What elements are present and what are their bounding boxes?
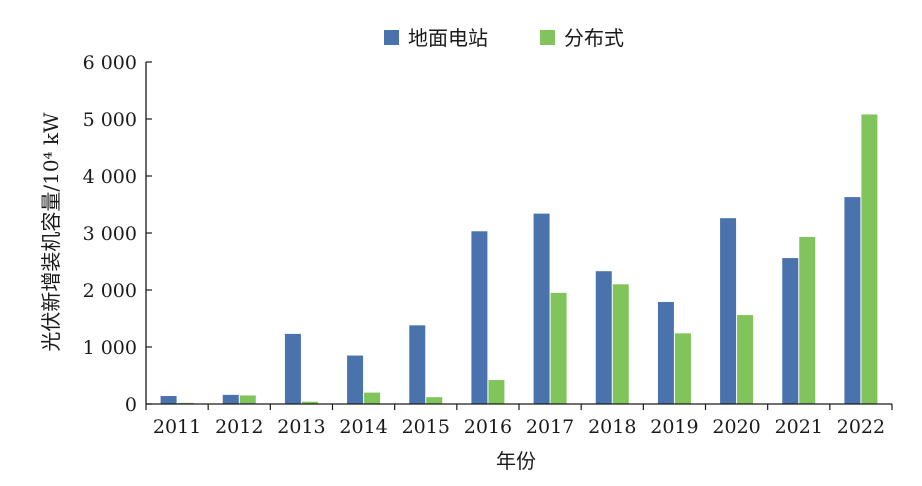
bar-2011-ground-station [160,396,177,404]
x-tick-label: 2018 [588,416,636,438]
y-tick-label: 5 000 [83,109,137,131]
x-tick-label: 2021 [775,416,823,438]
bar-2013-distributed [301,401,318,404]
x-axis-title: 年份 [496,449,536,473]
axes: 0 1 000 2 000 3 000 4 000 5 000 6 000 2011 2012 2… [83,52,893,438]
y-tick-label: 4 000 [83,166,137,188]
legend-swatch [540,30,555,45]
bar-2015-distributed [426,397,443,404]
y-tick-label: 1 000 [83,337,137,359]
bar-2021-distributed [799,236,816,404]
legend-label: 地面电站 [408,26,488,50]
bar-2012-distributed [239,395,256,404]
x-tick-label: 2016 [464,416,512,438]
x-tick-label: 2022 [837,416,885,438]
y-tick-label: 0 [125,394,137,416]
x-tick-label: 2015 [402,416,450,438]
x-tick-label: 2013 [277,416,325,438]
bar-2019-ground-station [657,301,674,404]
bar-2017-distributed [550,292,567,404]
bar-2020-distributed [737,315,754,404]
x-tick-label: 2019 [650,416,698,438]
y-axis-title: 光伏新增装机容量/10⁴ kW [39,112,63,352]
bar-2019-distributed [674,333,691,404]
bar-2022-ground-station [844,197,861,404]
y-tick-label: 2 000 [83,280,137,302]
x-tick-label: 2020 [712,416,760,438]
bar-2015-ground-station [409,325,426,404]
y-tick-label: 3 000 [83,223,137,245]
bar-2020-ground-station [720,218,737,404]
x-tick-label: 2017 [526,416,574,438]
x-tick-label: 2011 [153,416,201,438]
legend-swatch [384,30,399,45]
bars [160,114,878,404]
legend-label: 分布式 [564,26,624,50]
bar-2013-ground-station [284,333,301,404]
bar-2022-distributed [861,114,878,404]
bar-2017-ground-station [533,213,550,404]
bar-2018-distributed [612,284,629,404]
y-tick-label: 6 000 [83,52,137,74]
bar-2021-ground-station [782,258,799,404]
bar-2016-ground-station [471,231,488,404]
x-tick-label: 2012 [215,416,263,438]
bar-2012-ground-station [222,394,239,404]
bar-2016-distributed [488,380,505,404]
bar-2014-distributed [364,392,381,404]
bar-2018-ground-station [595,271,612,404]
legend: 地面电站 分布式 [384,26,624,50]
x-tick-label: 2014 [339,416,387,438]
bar-2014-ground-station [347,355,364,404]
